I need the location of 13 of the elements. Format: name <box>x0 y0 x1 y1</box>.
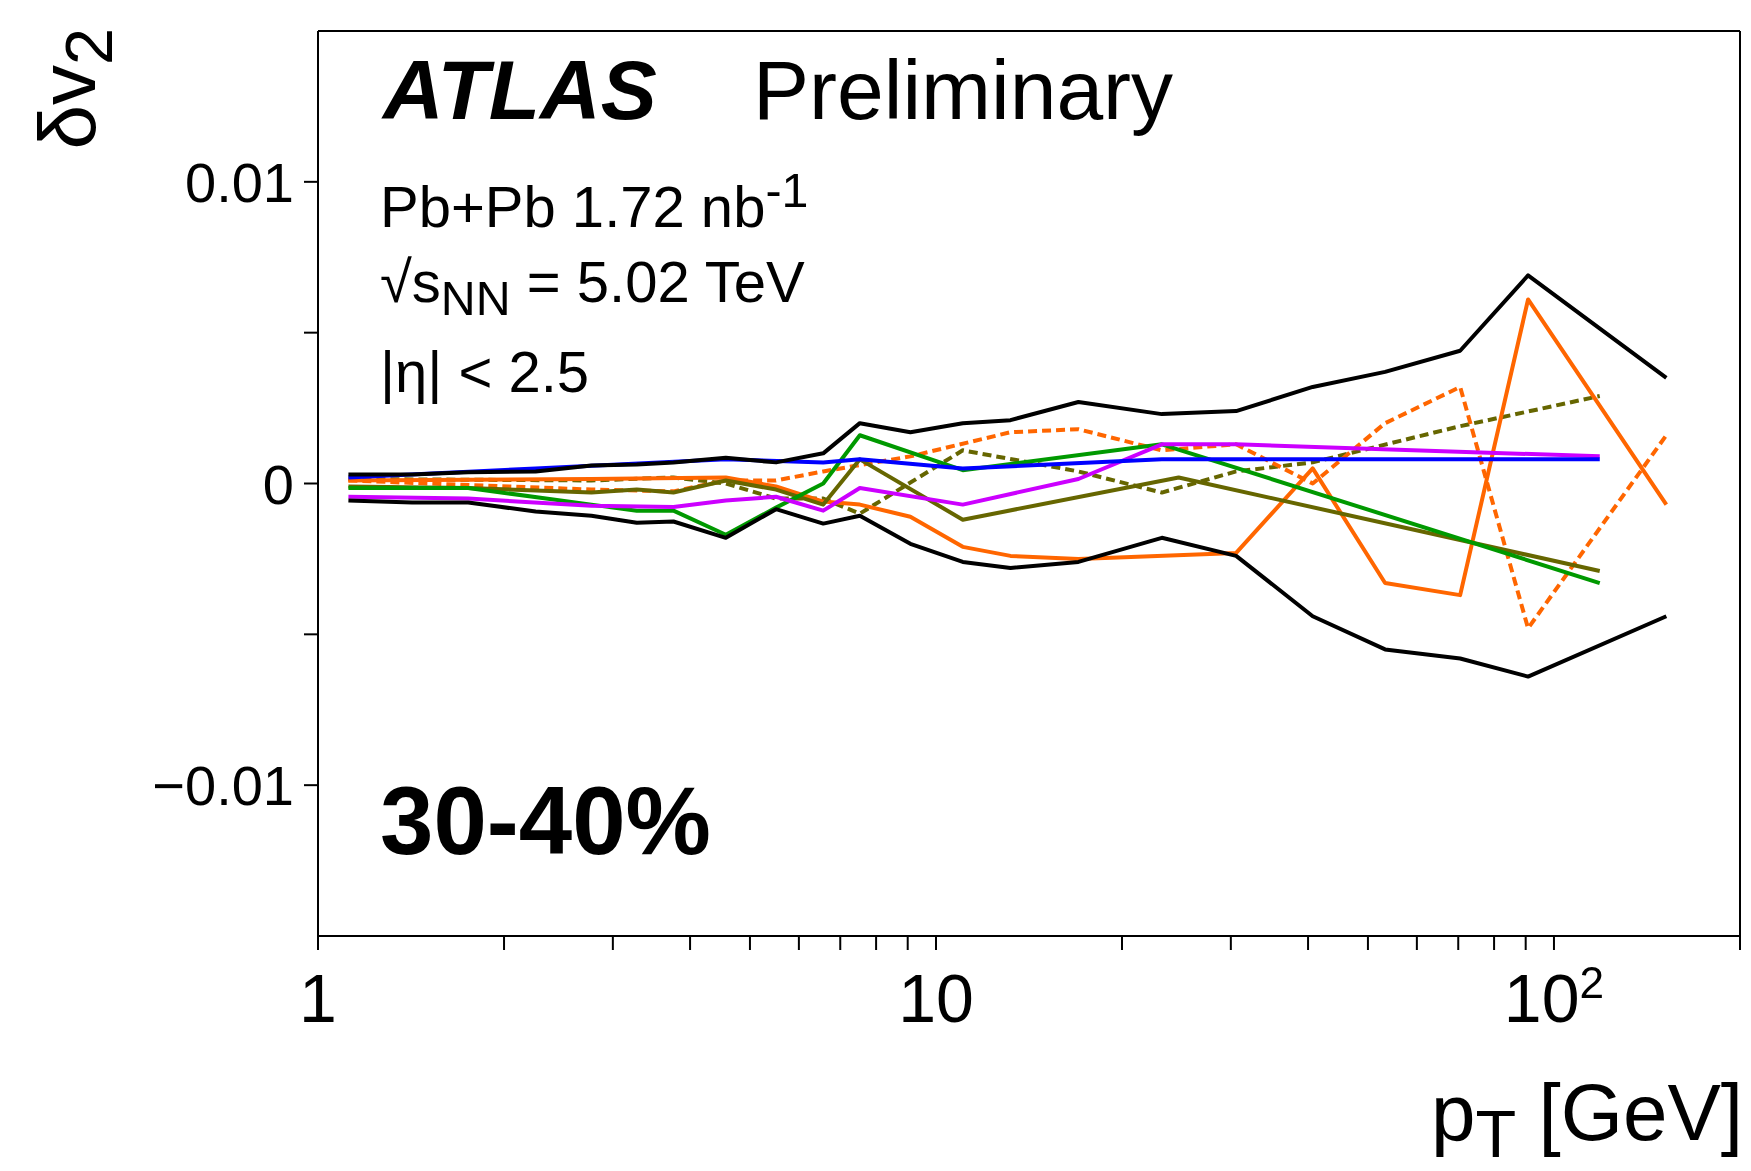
y-tick-label: 0.01 <box>185 150 294 214</box>
annotation: Pb+Pb 1.72 nb$^{-1}$ <box>380 163 809 240</box>
x-tick-label: 10$^{2}$ <box>1503 957 1605 1036</box>
annotation: √s$_{NN}$ = 5.02 TeV <box>380 249 805 325</box>
x-axis-title: p$_{T}$ [GeV] <box>1431 1068 1743 1171</box>
y-tick-label: −0.01 <box>152 754 294 818</box>
x-tick-label: 10 <box>898 960 974 1036</box>
y-tick-label: 0 <box>262 452 294 516</box>
annotation: |η| < 2.5 <box>380 339 590 404</box>
annotation: Preliminary <box>753 43 1174 137</box>
x-tick-label: 1 <box>299 960 337 1036</box>
annotation: ATLAS <box>383 43 657 137</box>
annotation: 30-40% <box>380 767 711 874</box>
